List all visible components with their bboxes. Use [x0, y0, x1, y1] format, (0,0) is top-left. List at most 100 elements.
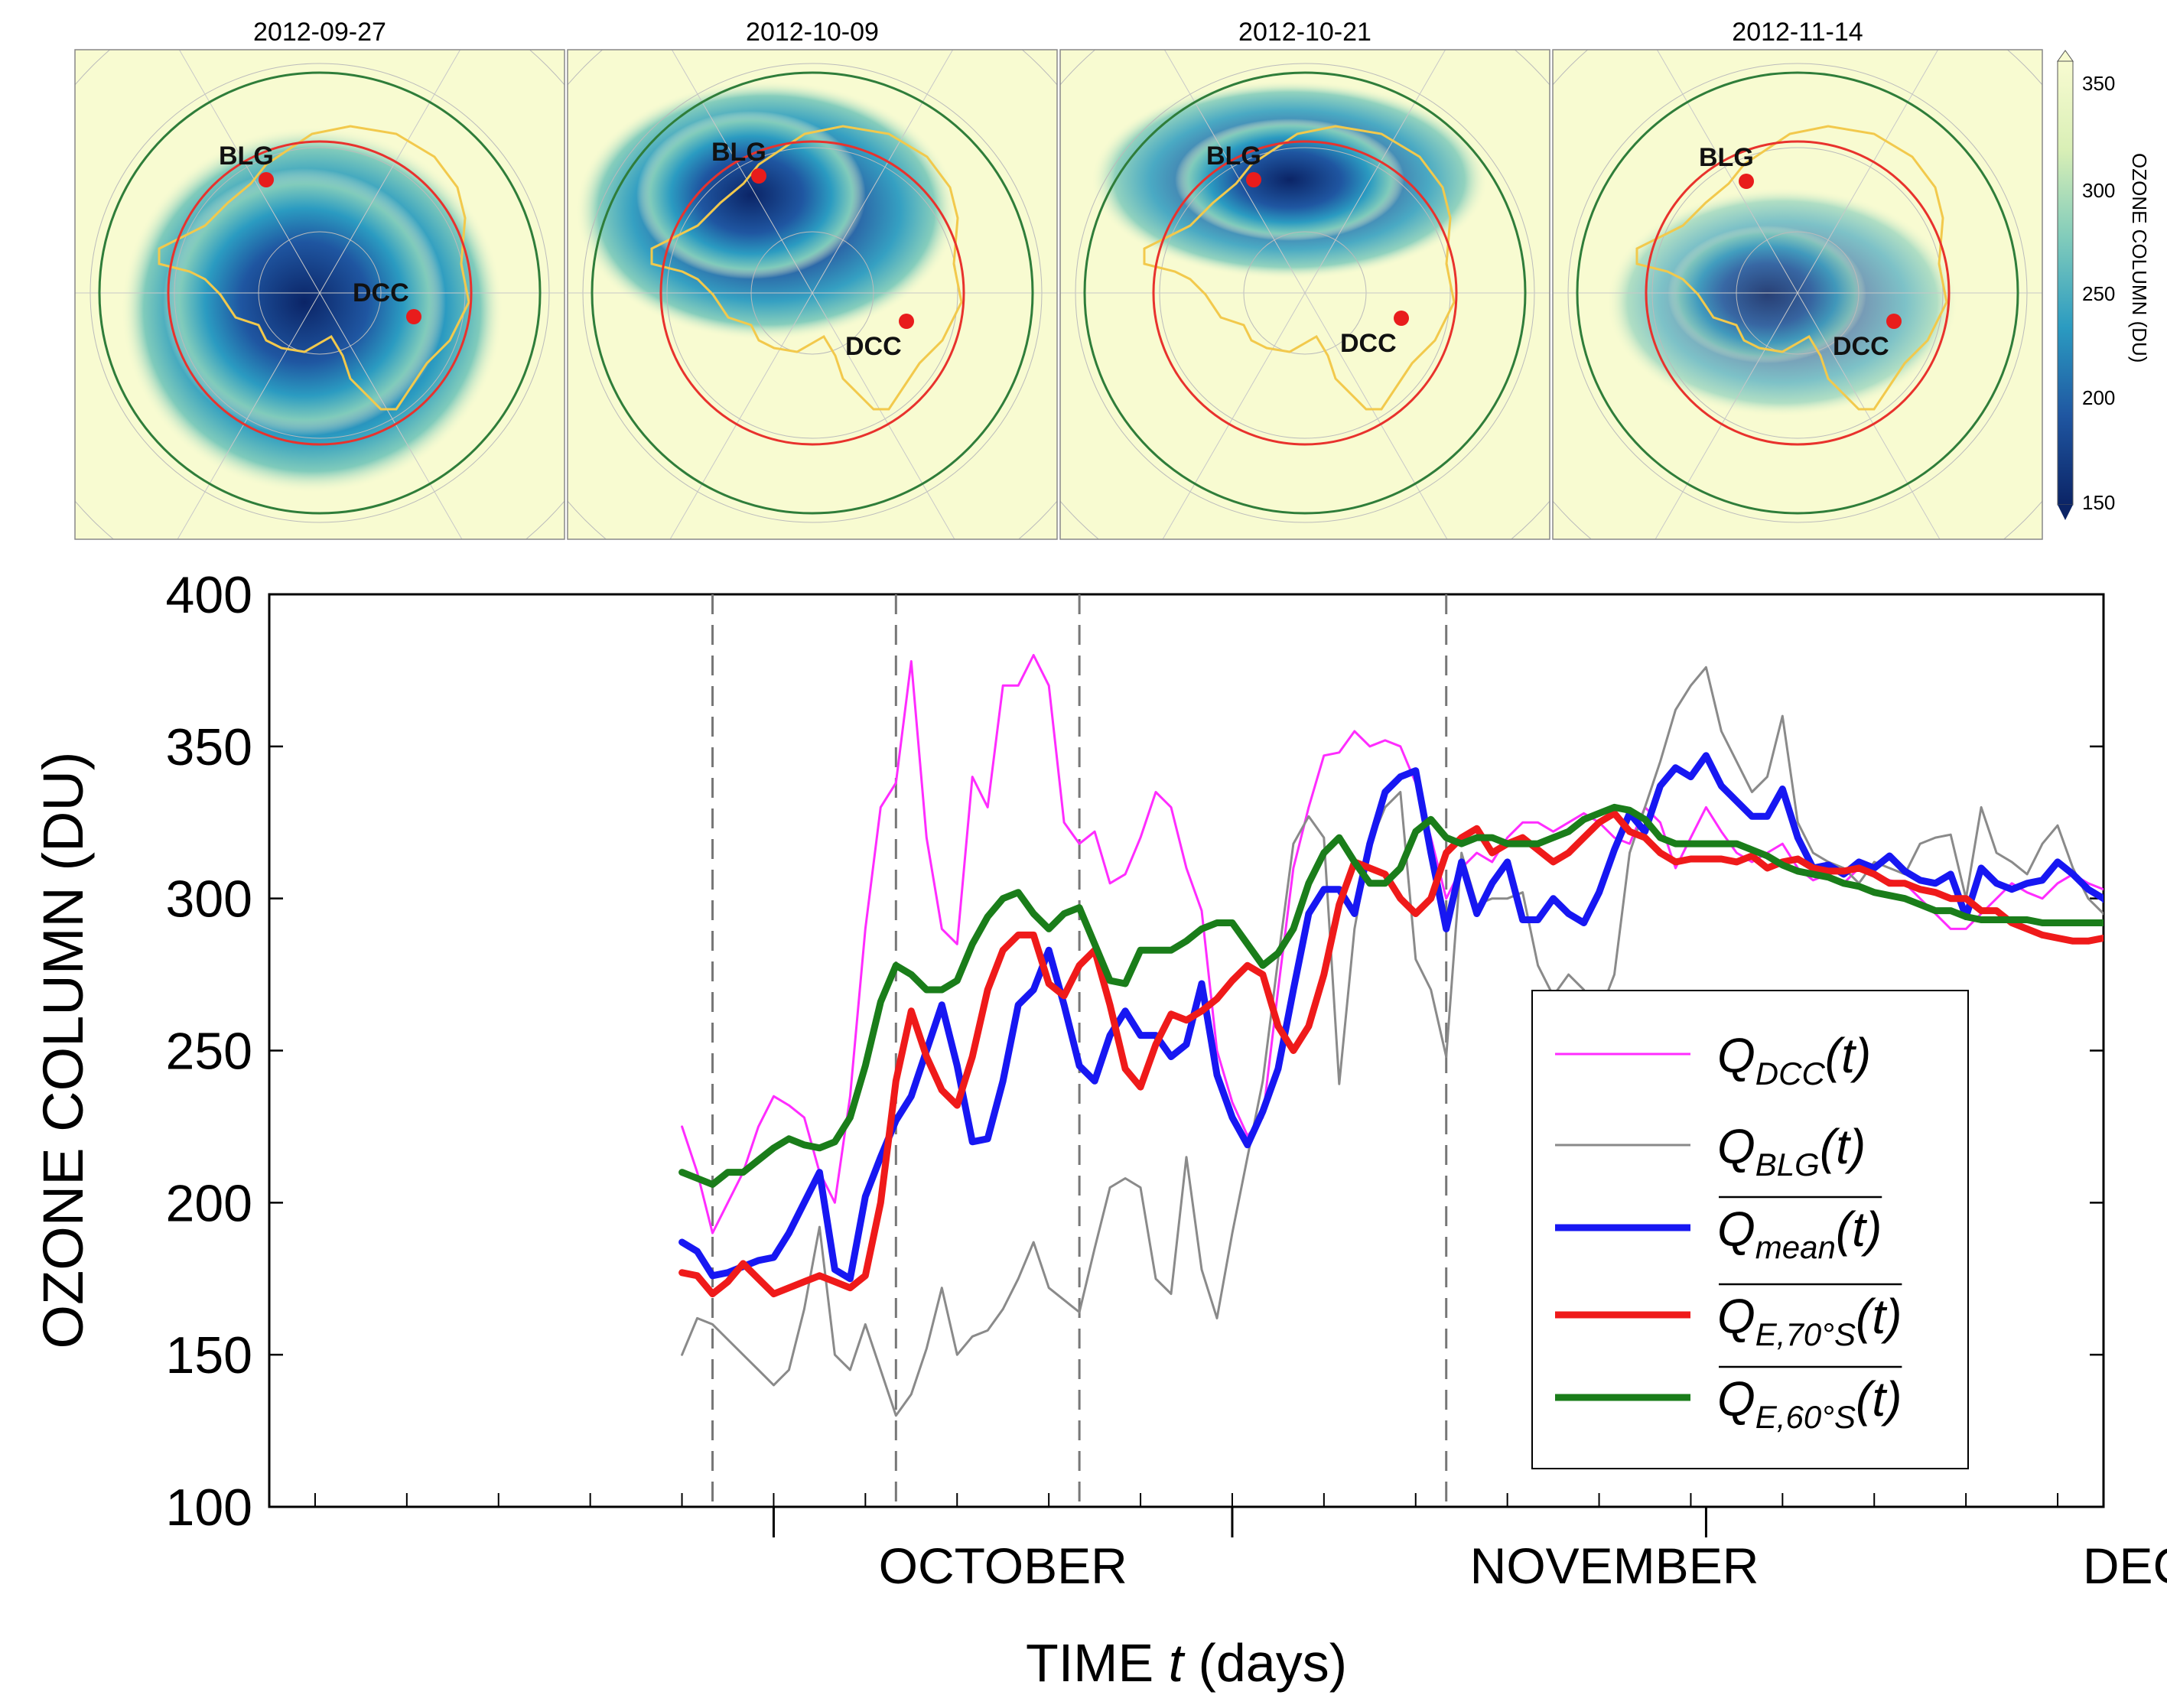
- station-dcc-dot: [406, 309, 421, 324]
- map-date-label: 2012-09-27: [253, 18, 386, 47]
- colorbar: 350 300 250 200 150 OZONE COLUMN (DU): [2057, 50, 2151, 520]
- x-axis-title: TIME t (days): [1026, 1633, 1347, 1693]
- map-panel-1: 2012-09-27 BLG DCC: [74, 18, 565, 540]
- station-dcc-dot: [899, 314, 914, 329]
- x-axis: OCTOBER NOVEMBER DECEMBER: [314, 1493, 2167, 1594]
- x-axis-title-part: TIME: [1026, 1633, 1169, 1693]
- circle-60s: [1083, 71, 1527, 515]
- legend-label: QE,60°S(t): [1717, 1371, 1902, 1435]
- series-line-3: [678, 752, 2104, 1283]
- colorbar-tick-label: 200: [2082, 386, 2115, 409]
- y-tick-label: 250: [166, 1023, 252, 1081]
- station-dcc-label: DCC: [845, 332, 902, 361]
- y-tick-label: 100: [166, 1479, 252, 1537]
- y-tick-label: 200: [166, 1174, 252, 1232]
- station-blg-dot: [751, 168, 766, 184]
- map-grid-line: [671, 50, 813, 294]
- ozone-hole-shading: [1175, 119, 1404, 241]
- x-month-label: NOVEMBER: [1470, 1537, 1759, 1594]
- map-date-label: 2012-10-21: [1238, 18, 1371, 47]
- map-grid-line: [319, 292, 463, 539]
- circle-60s: [1576, 71, 2019, 515]
- station-blg-dot: [1246, 172, 1261, 187]
- map-panels: 2012-09-27 BLG DCC 2012-10-09 BLG DCC 2012…: [74, 18, 2043, 540]
- x-month-label: DECEMBER: [2083, 1537, 2167, 1594]
- station-dcc-dot: [1886, 314, 1902, 329]
- map-field: [1060, 50, 1550, 539]
- map-field: [568, 50, 1057, 539]
- map-date-label: 2012-11-14: [1732, 18, 1863, 47]
- y-axis-title: OZONE COLUMN (DU): [31, 751, 95, 1349]
- circle-60s: [98, 71, 542, 515]
- coastline: [650, 125, 963, 411]
- x-month-label: OCTOBER: [879, 1537, 1127, 1594]
- colorbar-tick-label: 300: [2082, 179, 2115, 202]
- series-lines: [678, 654, 2104, 1417]
- x-axis-title-variable: t: [1169, 1633, 1186, 1693]
- ozone-timeseries-chart: 100 150 200 250 300 350 400 OCTOBER NOVEMBER DEC…: [31, 566, 2167, 1693]
- map-grid-line: [1304, 50, 1446, 294]
- coastline: [1143, 125, 1456, 411]
- legend: QDCC(t) QBLG(t) Qmean(t) QE,70°S(t) QE,60°S(…: [1531, 990, 1969, 1469]
- map-grid-line: [1656, 50, 1798, 294]
- y-tick-label: 150: [166, 1326, 252, 1384]
- map-panel-3: 2012-10-21 BLG DCC: [1059, 18, 1550, 540]
- station-blg-label: BLG: [711, 138, 766, 167]
- circle-60s: [591, 71, 1034, 515]
- y-tick-label: 400: [166, 566, 252, 624]
- map-border: [567, 49, 1058, 540]
- map-border: [74, 49, 565, 540]
- map-grid-line: [319, 50, 461, 294]
- station-blg-label: BLG: [1206, 142, 1261, 171]
- station-dcc-label: DCC: [1340, 329, 1397, 358]
- colorbar-top-arrow: [2057, 50, 2074, 62]
- y-axis: 100 150 200 250 300 350 400: [166, 566, 2104, 1537]
- map-field: [1553, 50, 2042, 539]
- colorbar-tick-label: 350: [2082, 72, 2115, 95]
- y-tick-label: 300: [166, 870, 252, 929]
- map-date-label: 2012-10-09: [746, 18, 879, 47]
- y-tick-label: 350: [166, 718, 252, 776]
- station-dcc-label: DCC: [1833, 332, 1889, 361]
- colorbar-tick-label: 150: [2082, 491, 2115, 514]
- coastline: [1635, 125, 1948, 411]
- station-blg-label: BLG: [219, 142, 274, 171]
- station-blg-dot: [1739, 174, 1754, 189]
- series-line-4: [678, 809, 2104, 1298]
- legend-label: QE,70°S(t): [1717, 1289, 1902, 1352]
- coastline: [158, 125, 470, 411]
- series-line-5: [678, 803, 2104, 1188]
- map-border: [1059, 49, 1550, 540]
- station-dcc-dot: [1394, 311, 1409, 326]
- map-grid-line: [1304, 292, 1448, 539]
- ozone-hole-shading: [636, 111, 866, 279]
- station-blg-dot: [259, 172, 274, 187]
- colorbar-gradient: [2057, 60, 2074, 506]
- map-grid-line: [1797, 50, 1939, 294]
- station-blg-label: BLG: [1699, 143, 1754, 172]
- legend-label: QDCC(t): [1717, 1028, 1871, 1091]
- series-line-2: [681, 665, 2104, 1417]
- colorbar-tick-label: 250: [2082, 282, 2115, 305]
- map-field: [75, 50, 565, 539]
- map-border: [1552, 49, 2043, 540]
- colorbar-label: OZONE COLUMN (DU): [2128, 153, 2151, 363]
- map-grid-line: [1163, 50, 1306, 294]
- map-panel-4: 2012-11-14 BLG DCC: [1552, 18, 2043, 540]
- circle-70s: [167, 140, 473, 446]
- circle-70s: [1645, 140, 1951, 446]
- x-axis-title-part: (days): [1183, 1633, 1347, 1693]
- legend-label: Qmean(t): [1717, 1202, 1882, 1265]
- station-dcc-label: DCC: [353, 278, 409, 307]
- colorbar-bottom-arrow: [2058, 505, 2073, 520]
- map-grid-line: [812, 292, 955, 539]
- map-panel-2: 2012-10-09 BLG DCC: [567, 18, 1058, 540]
- legend-label: QBLG(t): [1717, 1119, 1866, 1183]
- ozone-hole-shading: [163, 168, 446, 436]
- map-grid-line: [1797, 292, 1941, 539]
- circle-70s: [1152, 140, 1458, 446]
- map-grid-line: [178, 50, 320, 294]
- map-grid-line: [812, 50, 954, 294]
- circle-70s: [659, 140, 965, 446]
